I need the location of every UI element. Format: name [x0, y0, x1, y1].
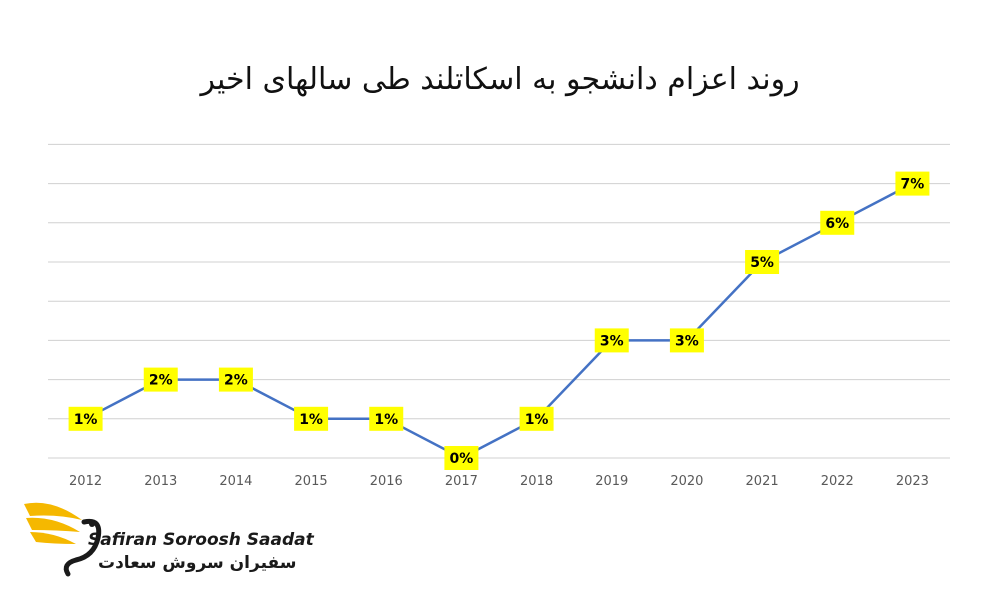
- data-label-background: [369, 406, 404, 431]
- data-label-background: [519, 406, 554, 431]
- data-label: 1%: [374, 412, 398, 428]
- x-tick-label: 2022: [821, 474, 854, 489]
- chart-title: روند اعزام دانشجو به اسکاتلند طی سالهای …: [200, 62, 800, 97]
- data-label: 1%: [525, 412, 549, 428]
- x-tick-label: 2023: [896, 474, 929, 489]
- data-label-background: [669, 328, 704, 353]
- data-label: 3%: [675, 333, 699, 349]
- data-label-background: [820, 210, 855, 235]
- data-label-background: [294, 406, 329, 431]
- data-label: 6%: [825, 216, 849, 232]
- data-label-background: [444, 446, 479, 470]
- data-label: 1%: [74, 412, 98, 428]
- x-tick-label: 2020: [670, 474, 703, 489]
- x-tick-label: 2019: [595, 474, 628, 489]
- x-tick-label: 2012: [69, 474, 102, 489]
- x-tick-label: 2018: [520, 474, 553, 489]
- data-label: 2%: [224, 373, 248, 389]
- x-tick-label: 2014: [219, 474, 252, 489]
- data-label: 3%: [600, 333, 624, 349]
- data-label-background: [218, 367, 253, 392]
- x-tick-label: 2017: [445, 474, 478, 489]
- x-tick-label: 2016: [370, 474, 403, 489]
- logo-text-english: Safiran Soroosh Saadat: [88, 530, 314, 550]
- x-tick-label: 2013: [144, 474, 177, 489]
- data-label: 2%: [149, 373, 173, 389]
- data-label-background: [594, 328, 629, 353]
- data-label-background: [143, 367, 178, 392]
- data-label: 5%: [750, 255, 774, 271]
- data-label: 7%: [901, 177, 925, 193]
- data-label: 1%: [299, 412, 323, 428]
- data-label-background: [745, 250, 780, 274]
- data-label-background: [68, 406, 103, 431]
- data-label: 0%: [450, 451, 474, 467]
- series-line: [85, 182, 913, 460]
- x-tick-label: 2021: [746, 474, 779, 489]
- data-label-background: [895, 171, 930, 196]
- x-tick-label: 2015: [295, 474, 328, 489]
- bird-logo-icon: [24, 502, 102, 577]
- logo-text-persian: سفیران سروش سعادت: [98, 553, 297, 573]
